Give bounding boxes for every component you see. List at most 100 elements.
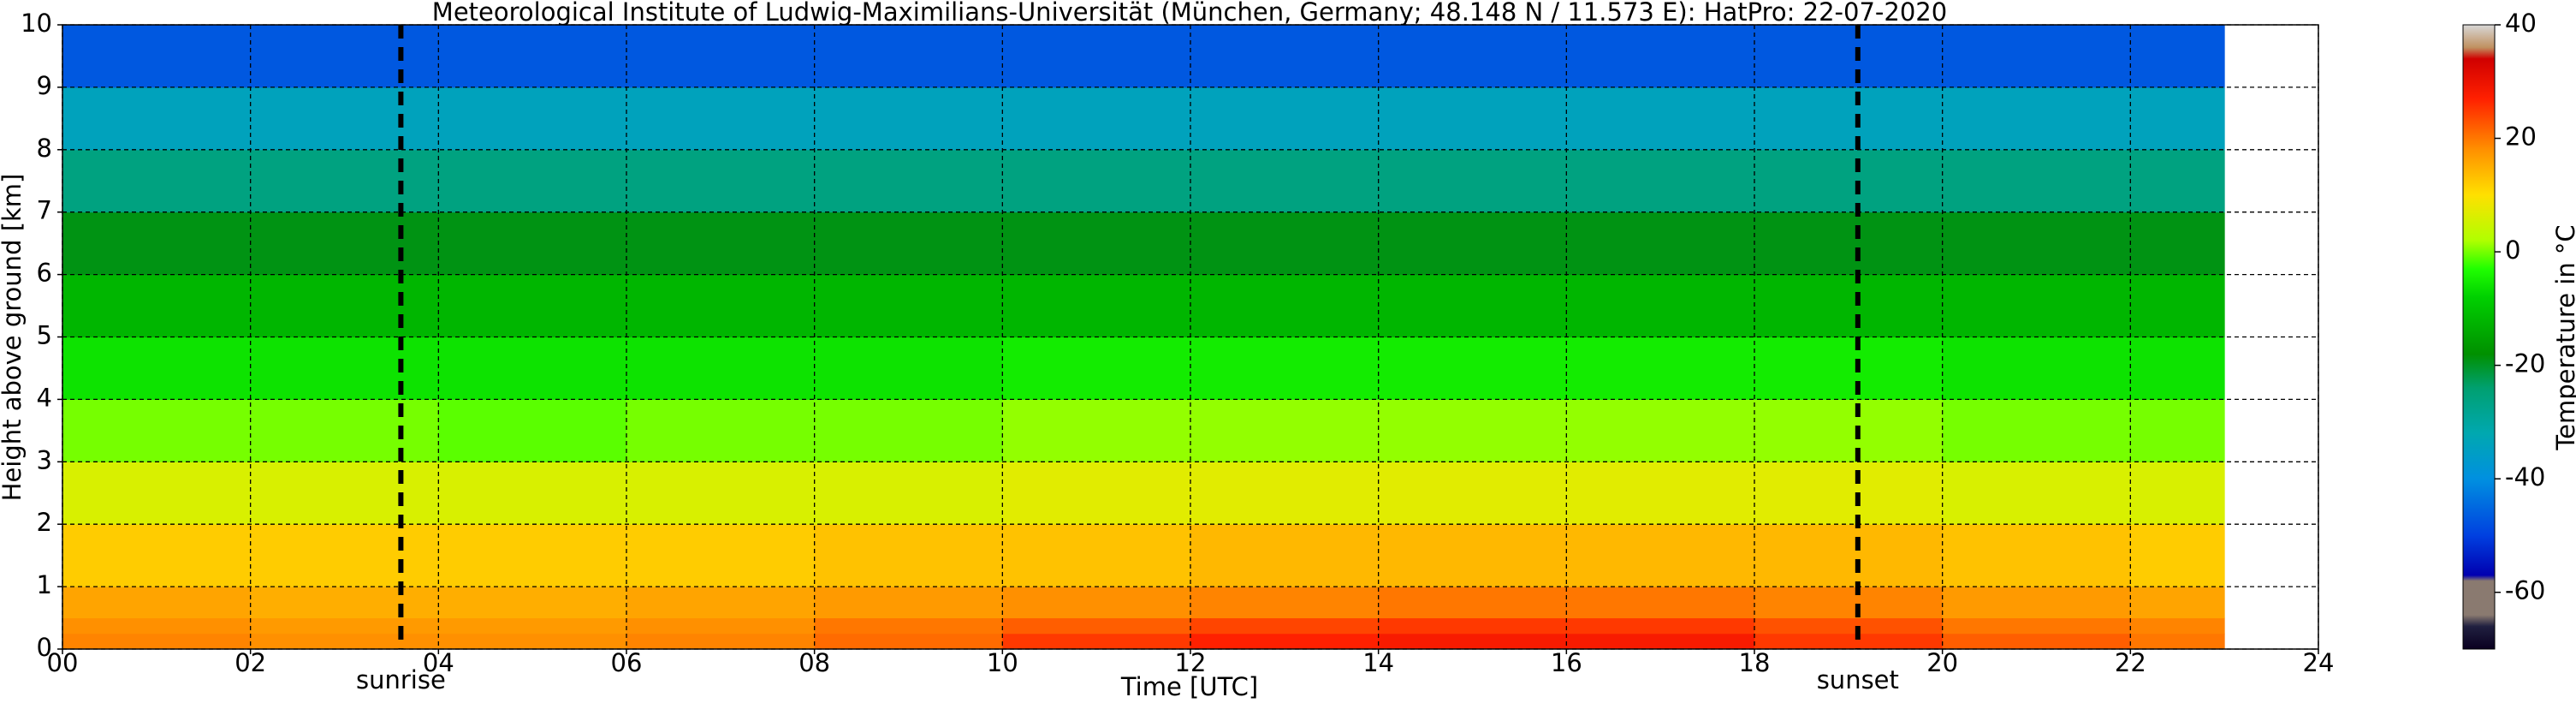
heatmap-cell <box>1942 399 2131 462</box>
heatmap-cell <box>250 212 439 276</box>
heatmap-cell <box>1002 462 1191 525</box>
heatmap-cell <box>1754 212 1944 276</box>
heatmap-cell <box>250 524 439 587</box>
heatmap-cell <box>1190 337 1380 400</box>
x-tick-label: 16 <box>1551 648 1582 677</box>
y-tick-label: 2 <box>37 508 52 537</box>
x-tick-label: 06 <box>611 648 643 677</box>
heatmap-cell <box>62 617 252 635</box>
heatmap-cell <box>1754 462 1944 525</box>
heatmap-cell <box>1754 524 1944 587</box>
heatmap-cell <box>814 212 1003 276</box>
heatmap-cell <box>1378 212 1567 276</box>
event-label: sunrise <box>356 665 446 694</box>
heatmap-cell <box>250 617 439 635</box>
x-axis-label: Time [UTC] <box>1120 672 1258 701</box>
y-axis-label: Height above ground [km] <box>0 174 27 502</box>
heatmap-cell <box>2130 587 2225 619</box>
colorbar-tick-label: 0 <box>2505 235 2520 265</box>
heatmap-cell <box>1190 212 1380 276</box>
heatmap-cell <box>250 462 439 525</box>
heatmap-cell <box>1378 86 1567 151</box>
heatmap-cell <box>2130 399 2225 462</box>
heatmap-cell <box>2130 633 2225 650</box>
heatmap-cell <box>62 633 252 650</box>
heatmap-cell <box>1190 462 1380 525</box>
chart-title: Meteorological Institute of Ludwig-Maxim… <box>432 0 1947 27</box>
heatmap-cell <box>626 25 816 88</box>
heatmap-cell <box>1190 633 1380 650</box>
y-tick-label: 4 <box>37 383 52 412</box>
heatmap-cell <box>1754 274 1944 337</box>
heatmap-cell <box>626 617 816 635</box>
heatmap-cell <box>1942 212 2131 276</box>
heatmap-cell <box>626 274 816 337</box>
x-tick-label: 22 <box>2115 648 2146 677</box>
heatmap-cell <box>1942 274 2131 337</box>
heatmap-cell <box>1754 337 1944 400</box>
heatmap-cell <box>1378 524 1567 587</box>
heatmap-cell <box>62 462 252 525</box>
heatmap-cell <box>1754 587 1944 619</box>
heatmap-cell <box>1002 633 1191 650</box>
heatmap-cell <box>814 399 1003 462</box>
heatmap-cell <box>2130 274 2225 337</box>
heatmap-cell <box>1754 633 1944 650</box>
y-tick-label: 5 <box>37 321 52 350</box>
heatmap-cell <box>1942 587 2131 619</box>
heatmap-cell <box>814 25 1003 88</box>
heatmap-cell <box>814 633 1003 650</box>
heatmap-cell <box>438 587 627 619</box>
heatmap-cell <box>814 587 1003 619</box>
heatmap-cell <box>2130 149 2225 213</box>
x-tick-label: 04 <box>423 648 454 677</box>
heatmap-cell <box>1566 86 1755 151</box>
heatmap-cell <box>62 524 252 587</box>
heatmap-cell <box>438 149 627 213</box>
heatmap-cell <box>2130 524 2225 587</box>
heatmap-cell <box>1566 524 1755 587</box>
heatmap-cell <box>1378 274 1567 337</box>
y-tick-label: 8 <box>37 134 52 163</box>
heatmap-cell <box>1566 149 1755 213</box>
colorbar-label: Temperature in °C <box>2551 224 2576 450</box>
heatmap-cell <box>1002 399 1191 462</box>
heatmap-cell <box>814 617 1003 635</box>
heatmap-cell <box>626 587 816 619</box>
heatmap-cell <box>62 399 252 462</box>
heatmap-cell <box>2130 86 2225 151</box>
heatmap-cell <box>1190 524 1380 587</box>
heatmap-cell <box>438 337 627 400</box>
heatmap-cell <box>1002 617 1191 635</box>
heatmap-cell <box>1942 462 2131 525</box>
heatmap-cell <box>1378 149 1567 213</box>
heatmap-cell <box>626 149 816 213</box>
heatmap-cell <box>814 462 1003 525</box>
x-tick-label: 02 <box>234 648 266 677</box>
y-tick-label: 0 <box>37 633 52 662</box>
heatmap-cell <box>438 212 627 276</box>
heatmap-cell <box>1566 274 1755 337</box>
heatmap-cell <box>438 25 627 88</box>
y-tick-label: 9 <box>37 71 52 100</box>
heatmap-cell <box>626 524 816 587</box>
heatmap-cell <box>1190 274 1380 337</box>
x-tick-label: 08 <box>798 648 830 677</box>
heatmap-cell <box>250 149 439 213</box>
heatmap-cell <box>250 633 439 650</box>
heatmap-cell <box>1754 399 1944 462</box>
heatmap-cell <box>438 399 627 462</box>
heatmap-cell <box>1942 524 2131 587</box>
heatmap-cell <box>1378 587 1567 619</box>
heatmap-cell <box>62 337 252 400</box>
heatmap-cell <box>1002 274 1191 337</box>
heatmap-cell <box>2130 337 2225 400</box>
heatmap-cell <box>1002 149 1191 213</box>
heatmap-cell <box>438 633 627 650</box>
heatmap-cell <box>1566 337 1755 400</box>
heatmap-cell <box>1190 86 1380 151</box>
heatmap-cell <box>438 524 627 587</box>
heatmap-cell <box>1566 587 1755 619</box>
heatmap-cell <box>438 86 627 151</box>
x-tick-label: 14 <box>1362 648 1394 677</box>
